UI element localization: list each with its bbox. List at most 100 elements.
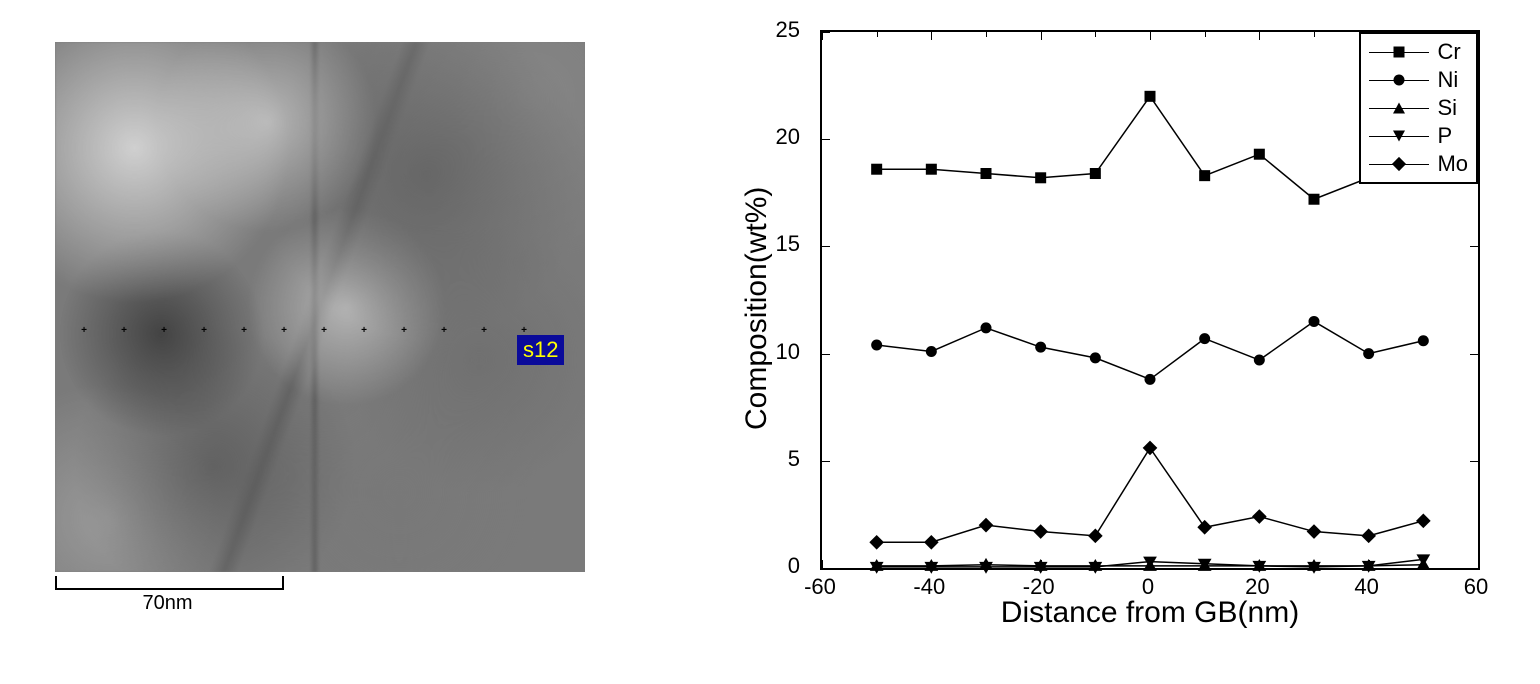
linescan-point [160,327,168,335]
axis-tick [1150,32,1151,40]
linescan-point [120,327,128,335]
series-marker-Mo [1088,529,1103,544]
series-marker-Cr [1309,194,1320,205]
series-marker-Mo [924,535,939,550]
axis-tick [931,560,932,568]
scale-bar: 70nm [55,576,284,615]
axis-tick [1470,246,1478,247]
axis-tick [822,568,830,569]
series-marker-Mo [1416,513,1431,528]
legend-label: Mo [1437,151,1468,177]
axis-tick [1369,560,1370,568]
series-marker-Cr [926,164,937,175]
linescan-point [440,327,448,335]
series-marker-Mo [1033,524,1048,539]
axis-tick [1470,354,1478,355]
legend-item-Mo: Mo [1369,150,1468,178]
axis-minor-tick [1423,563,1424,568]
legend-line-icon [1369,164,1429,165]
axis-minor-tick [986,563,987,568]
axis-tick [1041,32,1042,40]
axis-tick [822,32,830,33]
series-marker-Mo [1143,441,1158,456]
tem-panel: s12 70nm [0,0,700,684]
linescan-point [240,327,248,335]
axis-tick [1478,560,1479,568]
axis-tick [822,139,830,140]
series-marker-Cr [1254,149,1265,160]
series-marker-Cr [1090,168,1101,179]
series-marker-Cr [871,164,882,175]
axis-tick [822,461,830,462]
axis-minor-tick [1314,32,1315,37]
axis-minor-tick [877,563,878,568]
legend-item-P: P [1369,122,1468,150]
legend: Cr Ni Si P Mo [1359,32,1478,184]
legend-line-icon [1369,80,1429,81]
series-marker-Cr [1145,91,1156,102]
axis-tick [822,246,830,247]
series-marker-Ni [1418,335,1429,346]
series-marker-Ni [871,340,882,351]
series-marker-Cr [1199,170,1210,181]
y-tick-label: 5 [788,446,800,472]
y-axis-title: Composition(wt%) [740,187,774,430]
legend-item-Cr: Cr [1369,38,1468,66]
axis-tick [822,32,823,40]
axis-minor-tick [1205,32,1206,37]
linescan-points [80,327,540,337]
series-marker-Ni [1309,316,1320,327]
series-marker-Mo [1252,509,1267,524]
axis-minor-tick [986,32,987,37]
axis-tick [1150,560,1151,568]
series-marker-Ni [926,346,937,357]
legend-line-icon [1369,136,1429,137]
legend-label: Cr [1437,39,1460,65]
axis-tick [931,32,932,40]
legend-line-icon [1369,52,1429,53]
legend-marker-icon [1393,131,1405,142]
legend-label: Ni [1437,67,1458,93]
legend-label: P [1437,123,1452,149]
chart-panel: Cr Ni Si P Mo -60-40-200204060 051015202… [700,0,1540,684]
series-marker-Cr [1035,172,1046,183]
axis-tick [1470,461,1478,462]
tem-image: s12 [55,42,585,572]
legend-marker-icon [1392,157,1406,171]
point-label-s12: s12 [517,335,564,365]
scale-bar-line [55,576,284,590]
series-marker-Mo [869,535,884,550]
series-line-Mo [877,448,1424,542]
linescan-point [200,327,208,335]
series-marker-Mo [1197,520,1212,535]
y-tick-label: 0 [788,553,800,579]
series-marker-Ni [981,322,992,333]
series-marker-Mo [1361,529,1376,544]
axis-tick [1470,568,1478,569]
linescan-point [280,327,288,335]
y-tick-label: 10 [776,339,800,365]
axis-minor-tick [1314,563,1315,568]
legend-marker-icon [1394,75,1405,86]
legend-line-icon [1369,108,1429,109]
series-marker-Ni [1199,333,1210,344]
legend-label: Si [1437,95,1457,121]
linescan-point [520,327,528,335]
axis-minor-tick [877,32,878,37]
x-axis-title: Distance from GB(nm) [820,596,1480,630]
series-marker-Ni [1363,348,1374,359]
linescan-point [80,327,88,335]
series-marker-Ni [1035,342,1046,353]
axis-minor-tick [1095,32,1096,37]
y-tick-label: 20 [776,124,800,150]
scale-bar-label: 70nm [55,592,280,615]
axis-tick [1478,32,1479,40]
legend-item-Si: Si [1369,94,1468,122]
legend-item-Ni: Ni [1369,66,1468,94]
legend-marker-icon [1394,47,1405,58]
series-marker-Cr [981,168,992,179]
y-tick-label: 25 [776,17,800,43]
y-tick-label: 15 [776,231,800,257]
axis-tick [822,560,823,568]
axis-minor-tick [1095,563,1096,568]
